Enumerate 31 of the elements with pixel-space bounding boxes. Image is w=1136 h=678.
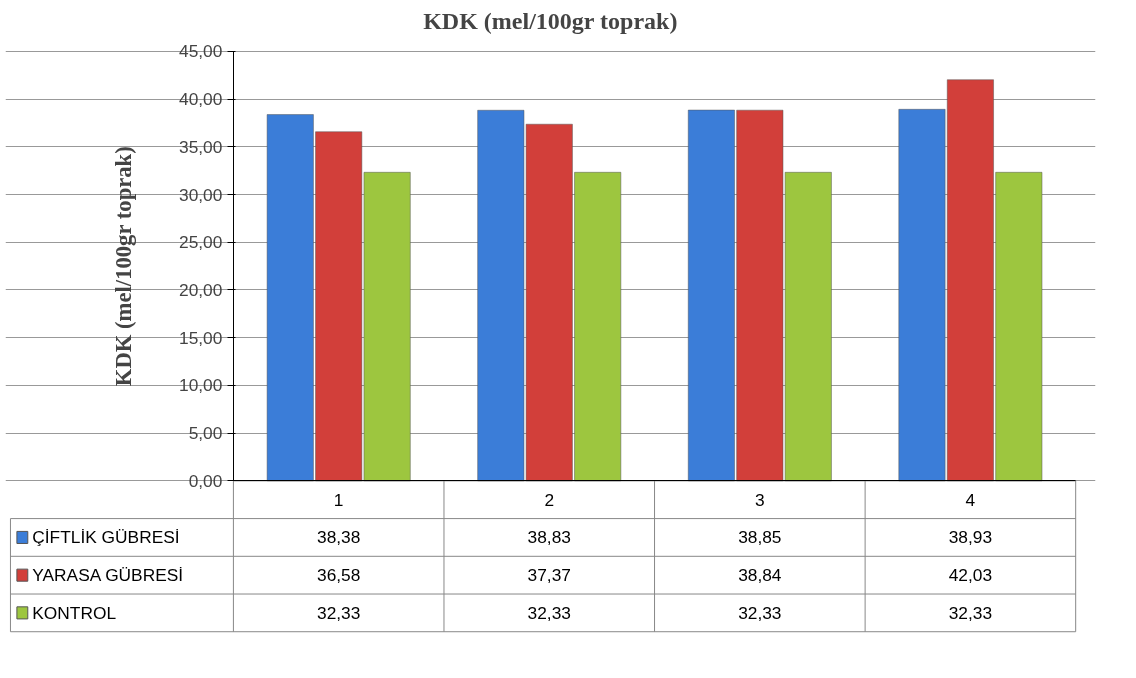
data-label: 38,83 [527,527,571,548]
data-label: 38,38 [317,527,361,548]
data-label: 32,33 [948,602,993,623]
legend-label: KONTROL [32,602,117,623]
y-tick-label: 0,00 [188,470,223,491]
y-tick-label: 40,00 [179,89,223,110]
x-tick-label: 3 [755,489,765,510]
y-axis-title: KDK (mel/100gr toprak) [111,146,137,387]
data-label: 38,84 [738,565,782,586]
legend-label: YARASA GÜBRESİ [32,565,184,586]
data-label: 42,03 [948,565,993,586]
data-label: 32,33 [738,602,782,623]
y-tick-label: 5,00 [188,423,223,444]
y-tick-label: 35,00 [179,136,223,157]
x-tick-label: 4 [965,489,976,510]
data-label: 32,33 [317,602,361,623]
y-tick-label: 25,00 [179,232,223,253]
data-label: 36,58 [317,565,361,586]
chart-title: KDK (mel/100gr toprak) [423,7,678,34]
data-label: 37,37 [527,565,571,586]
x-tick-label: 2 [544,489,555,510]
y-tick-label: 10,00 [179,375,223,396]
y-tick-label: 20,00 [179,279,223,300]
data-label: 32,33 [527,602,571,623]
data-label: 38,85 [738,527,782,548]
y-tick-label: 30,00 [179,184,223,205]
legend-label: ÇİFTLİK GÜBRESİ [32,527,180,548]
y-tick-label: 15,00 [179,327,223,348]
x-tick-label: 1 [333,489,344,510]
data-label: 38,93 [948,527,993,548]
y-tick-label: 45,00 [179,41,223,62]
